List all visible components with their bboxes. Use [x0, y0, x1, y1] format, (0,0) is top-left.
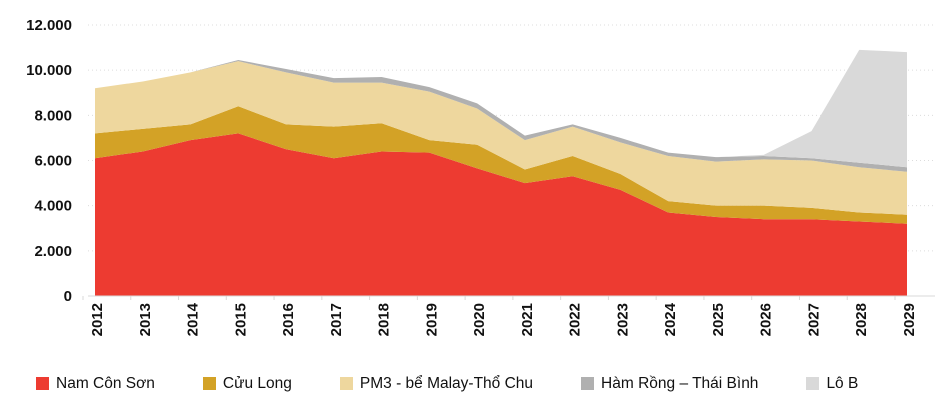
x-axis-label-2013: 2013 [137, 303, 154, 336]
area-series-3 [95, 60, 907, 172]
x-axis-label-2012: 2012 [89, 303, 106, 336]
legend-item-lo-b: Lô B [806, 375, 858, 392]
x-axis-label-2027: 2027 [805, 303, 822, 336]
legend-item-cuu-long: Cửu Long [202, 374, 292, 392]
legend-label-lo-b: Lô B [826, 374, 859, 392]
x-axis-label-2023: 2023 [614, 303, 631, 336]
legend-swatch-cuu-long [202, 376, 216, 390]
legend-item-ham-rong-thai-binh: Hàm Rồng – Thái Bình [581, 375, 758, 392]
y-axis-label-0: 0 [64, 288, 72, 305]
legend-swatch-lo-b [806, 376, 820, 390]
legend-swatch-nam-con-son [36, 376, 49, 390]
x-axis-label-2015: 2015 [232, 303, 249, 336]
area-series-1 [95, 106, 907, 224]
y-axis-label-4.000: 4.000 [34, 198, 72, 215]
area-series-2 [95, 61, 907, 215]
x-axis-label-2029: 2029 [901, 303, 918, 336]
x-axis-label-2025: 2025 [710, 303, 727, 336]
legend-label-cuu-long: Cửu Long [222, 374, 292, 392]
x-axis-label-2018: 2018 [376, 303, 393, 336]
x-axis-label-2020: 2020 [471, 303, 488, 336]
stacked-area-chart: 0 2.000 4.000 6.000 8.000 10.000 12.000 2012 201… [26, 17, 935, 336]
x-axis-label-2028: 2028 [853, 303, 870, 336]
legend-item-nam-con-son: Nam Côn Sơn [36, 375, 155, 392]
legend-swatch-ham-rong-thai-binh [581, 376, 595, 390]
x-axis-label-2019: 2019 [423, 303, 440, 336]
x-axis-label-2016: 2016 [280, 303, 297, 336]
y-axis-label-2.000: 2.000 [34, 243, 72, 260]
legend-item-pm3-malay-tho-chu: PM3 - bể Malay-Thổ Chu [339, 374, 534, 392]
y-axis-label-12.000: 12.000 [26, 17, 72, 34]
x-axis-label-2017: 2017 [328, 303, 345, 336]
legend-swatch-pm3-malay-tho-chu [339, 376, 353, 390]
y-axis-label-6.000: 6.000 [34, 153, 72, 170]
chart-legend: Nam Côn Sơn Cửu Long PM3 - bể Malay-Thổ … [0, 368, 948, 398]
x-axis-label-2022: 2022 [567, 303, 584, 336]
x-axis-label-2024: 2024 [662, 302, 679, 336]
area-series-4 [95, 49, 907, 168]
x-axis-label-2014: 2014 [185, 302, 202, 336]
area-series-0 [95, 133, 907, 296]
legend-label-nam-con-son: Nam Côn Sơn [56, 374, 155, 392]
legend-label-pm3-malay-tho-chu: PM3 - bể Malay-Thổ Chu [359, 374, 534, 392]
y-axis-label-8.000: 8.000 [34, 107, 72, 124]
y-axis-label-10.000: 10.000 [26, 62, 72, 79]
legend-label-ham-rong-thai-binh: Hàm Rồng – Thái Bình [601, 374, 759, 392]
x-axis-label-2026: 2026 [758, 303, 775, 336]
x-axis-label-2021: 2021 [519, 303, 536, 336]
